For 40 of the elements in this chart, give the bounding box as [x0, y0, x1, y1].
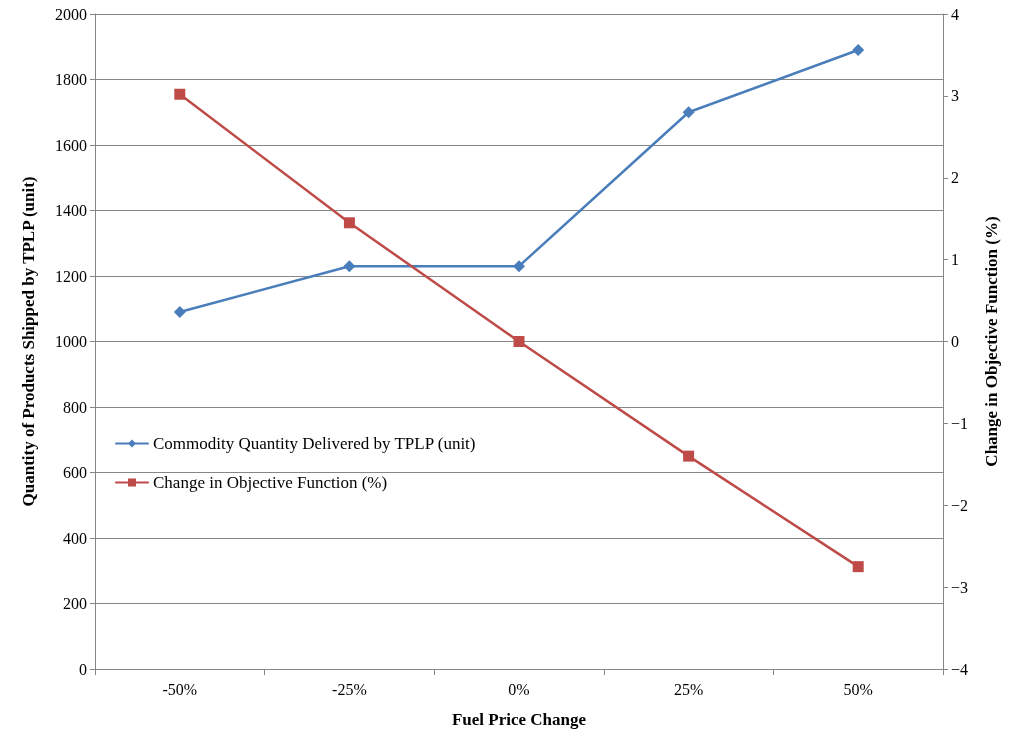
y2-tick-label: −1: [951, 414, 969, 432]
y-tick-label: 400: [63, 529, 87, 547]
point: [852, 561, 864, 573]
y2-tick-label: −4: [951, 660, 969, 678]
point: [513, 336, 525, 347]
y-tick-label: 200: [63, 595, 87, 612]
legend-label: Change in Objective Function (%): [153, 473, 388, 492]
point: [513, 260, 525, 273]
y-tick-label: 2000: [55, 5, 87, 23]
x-axis-title: Fuel Price Change: [451, 710, 587, 729]
y2-tick-label: 3: [951, 87, 959, 105]
y-tick-label: 1000: [55, 333, 87, 350]
y2-axis-title: Change in Objective Function (%): [982, 216, 1001, 467]
y-tick-label: 1600: [55, 136, 87, 154]
x-tick-label: -50%: [162, 680, 198, 698]
x-tick-label: 25%: [673, 680, 704, 698]
y2-tick-label: 0: [951, 333, 959, 350]
x-tick-label: -25%: [332, 680, 367, 698]
point: [173, 306, 186, 319]
point: [343, 260, 356, 273]
y-tick-label: 600: [63, 464, 87, 481]
y-tick-label: 0: [79, 660, 87, 678]
x-tick-label: 0%: [508, 680, 530, 698]
y2-tick-label: −2: [951, 496, 969, 514]
point: [683, 450, 695, 462]
legend-label: Commodity Quantity Delivered by TPLP (unit): [153, 434, 476, 453]
y-tick-label: 1800: [55, 71, 87, 88]
point: [682, 106, 695, 119]
y2-tick-label: 1: [951, 251, 959, 269]
point: [343, 217, 355, 229]
y-tick-label: 1400: [55, 202, 87, 219]
y2-tick-label: 4: [951, 5, 959, 23]
point: [852, 44, 865, 57]
y-tick-label: 1200: [55, 267, 87, 285]
y2-tick-label: 2: [951, 169, 959, 187]
y-axis-title: Quantity of Products Shipped by TPLP (unit): [19, 176, 38, 507]
y2-tick-label: −3: [951, 578, 969, 596]
point: [174, 88, 186, 100]
y-tick-label: 800: [63, 398, 87, 416]
x-tick-label: 50%: [843, 680, 873, 698]
